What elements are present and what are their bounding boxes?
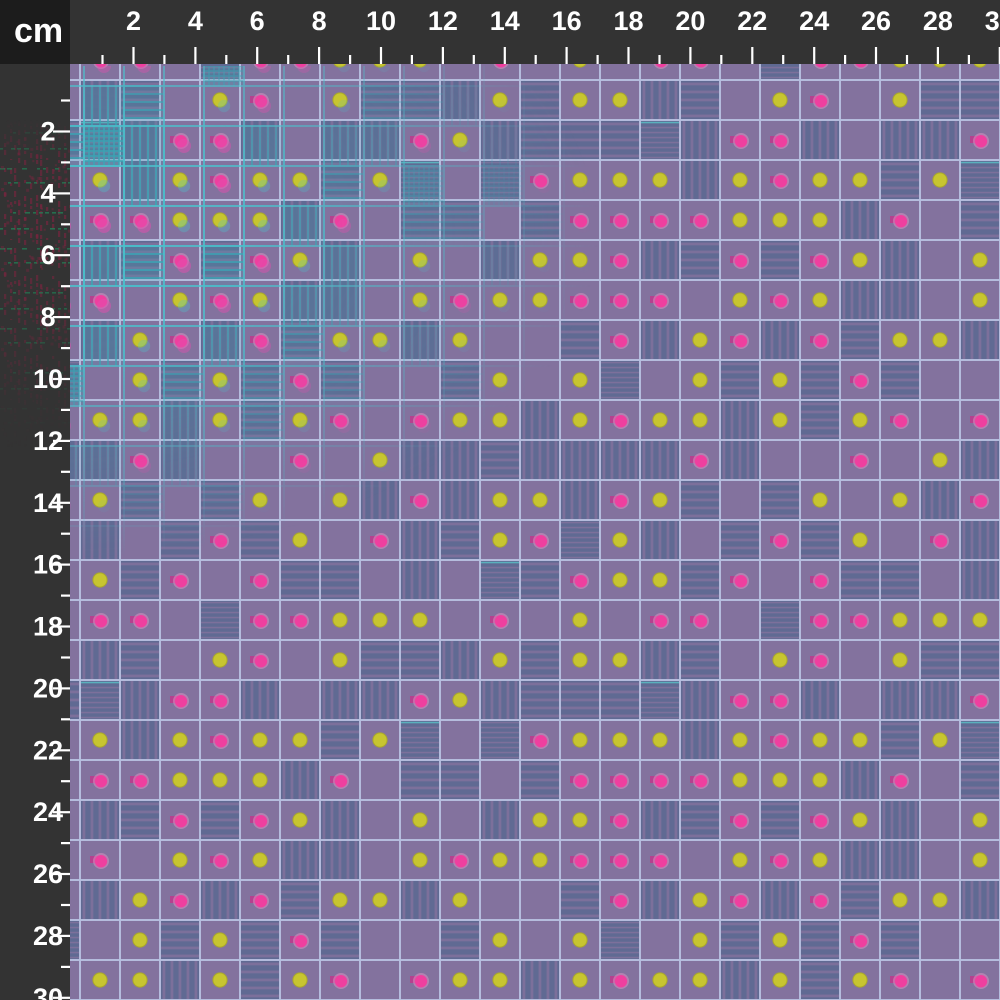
svg-text:12: 12	[33, 426, 63, 456]
svg-text:2: 2	[126, 6, 141, 36]
svg-text:6: 6	[250, 6, 265, 36]
svg-text:4: 4	[188, 6, 203, 36]
svg-text:16: 16	[552, 6, 582, 36]
svg-text:28: 28	[33, 921, 63, 951]
svg-text:24: 24	[799, 6, 829, 36]
svg-text:30: 30	[33, 983, 63, 1000]
svg-text:28: 28	[923, 6, 953, 36]
svg-text:10: 10	[366, 6, 396, 36]
svg-text:14: 14	[33, 488, 63, 518]
svg-text:6: 6	[40, 240, 55, 270]
svg-text:18: 18	[33, 612, 63, 642]
svg-text:22: 22	[33, 735, 63, 765]
svg-text:26: 26	[861, 6, 891, 36]
svg-text:cm: cm	[14, 12, 63, 50]
svg-text:8: 8	[312, 6, 327, 36]
svg-text:20: 20	[675, 6, 705, 36]
svg-text:4: 4	[40, 178, 55, 208]
svg-text:26: 26	[33, 859, 63, 889]
svg-text:10: 10	[33, 364, 63, 394]
svg-text:18: 18	[613, 6, 643, 36]
svg-text:22: 22	[737, 6, 767, 36]
svg-text:16: 16	[33, 550, 63, 580]
svg-text:14: 14	[490, 6, 520, 36]
svg-text:2: 2	[40, 117, 55, 147]
svg-text:8: 8	[40, 302, 55, 332]
svg-text:30: 30	[985, 6, 1000, 36]
svg-text:12: 12	[428, 6, 458, 36]
svg-text:20: 20	[33, 673, 63, 703]
svg-text:24: 24	[33, 797, 63, 827]
